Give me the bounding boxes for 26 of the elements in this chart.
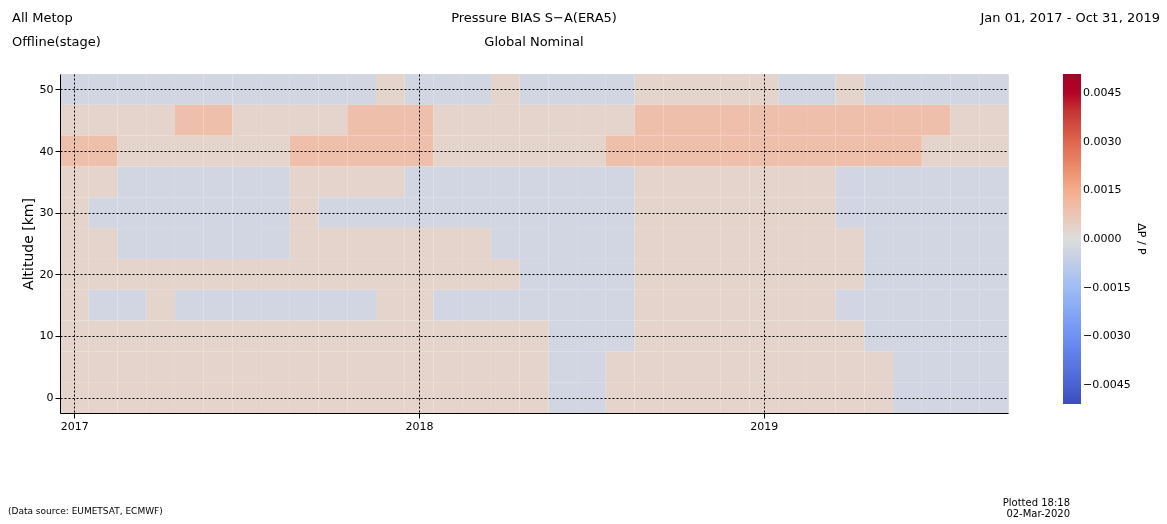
color-bar-label: 0.0030 [1083,134,1122,148]
x-tick-label: 2017 [60,419,89,433]
x-tick-label: 2018 [405,419,434,433]
x-tick-label: 2019 [750,419,779,433]
color-bar-label: −0.0030 [1083,329,1131,343]
y-tick-label: 50 [39,82,54,96]
chart-title: Pressure BIAS S−A(ERA5) [451,10,617,25]
y-tick-label: 10 [39,329,54,343]
text: Offline(stage) [12,34,101,49]
chart-subtitle: Global Nominal [484,34,584,49]
y-tick-label: 0 [46,391,54,405]
text: Jan 01, 2017 - Oct 31, 2019 [979,10,1160,25]
color-bar-label: 0.0000 [1083,232,1122,245]
color-bar-title: ΔP / P [1135,223,1148,256]
text: All Metop [12,10,73,25]
text: 02-Mar-2020 [1006,508,1070,519]
text: Plotted 18:18 [1002,497,1070,508]
color-bar-label: 0.0045 [1083,86,1122,100]
color-bar-label: −0.0045 [1083,377,1131,391]
text: (Data source: EUMETSAT, ECMWF) [8,506,163,516]
y-tick-label: 30 [39,206,54,220]
color-bar-label: −0.0015 [1083,280,1131,294]
y-axis-title: Altitude [km] [19,198,36,290]
y-tick-label: 40 [39,144,54,158]
color-bar-label: 0.0015 [1083,183,1122,197]
y-tick-label: 20 [39,267,54,281]
